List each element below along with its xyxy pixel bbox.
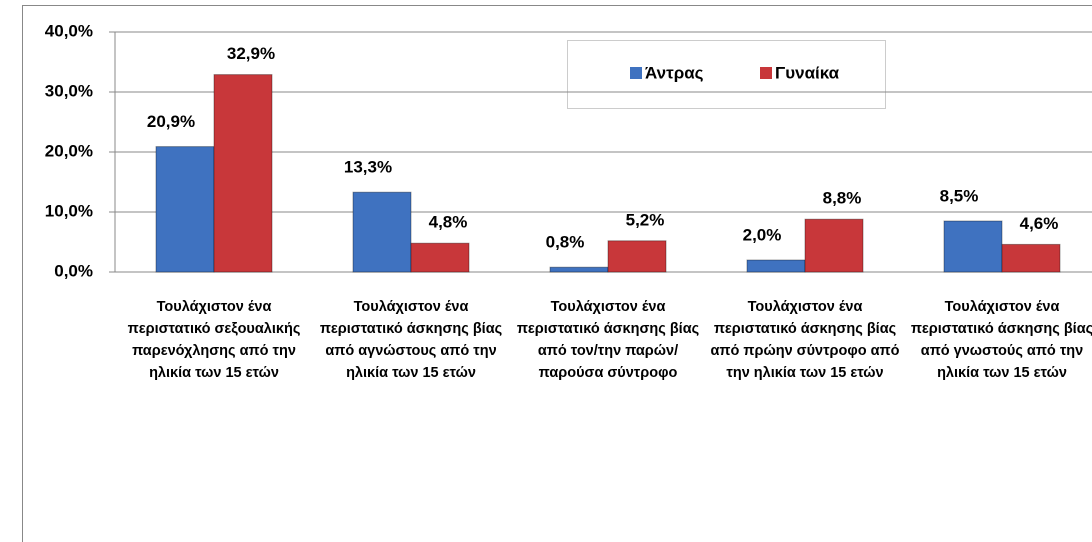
bar <box>1001 243 1061 273</box>
chart-frame <box>22 5 1092 542</box>
x-tick-label: Τουλάχιστον ένα περιστατικό σεξουαλικής … <box>127 299 301 381</box>
y-tick-label: 30,0% <box>45 81 93 100</box>
bar <box>804 218 864 273</box>
bar <box>943 220 1003 273</box>
x-tick-label: Τουλάχιστον ένα περιστατικό άσκησης βίας… <box>910 299 1092 381</box>
bar <box>410 242 470 273</box>
legend-label: Άντρας <box>645 63 704 82</box>
y-tick-label: 10,0% <box>45 201 93 220</box>
y-tick-label: 40,0% <box>45 21 93 40</box>
y-tick-label: 20,0% <box>45 141 93 160</box>
data-label: 2,0% <box>743 225 782 244</box>
legend-swatch <box>630 67 642 79</box>
data-label: 32,9% <box>227 44 275 63</box>
data-label: 4,6% <box>1020 214 1059 233</box>
data-label: 5,2% <box>626 210 665 229</box>
data-label: 8,5% <box>940 186 979 205</box>
y-tick-label: 0,0% <box>54 261 93 280</box>
bar <box>607 240 667 273</box>
x-tick-label: Τουλάχιστον ένα περιστατικό άσκησης βίας… <box>710 299 900 381</box>
bar <box>549 266 609 273</box>
bar <box>213 74 273 273</box>
data-label: 13,3% <box>344 158 392 177</box>
legend-swatch <box>760 67 772 79</box>
data-label: 8,8% <box>823 189 862 208</box>
data-label: 0,8% <box>546 233 585 252</box>
data-label: 4,8% <box>429 213 468 232</box>
legend-label: Γυναίκα <box>775 63 840 82</box>
bar <box>746 259 806 273</box>
bar <box>352 191 412 273</box>
x-tick-label: Τουλάχιστον ένα περιστατικό άσκησης βίας… <box>516 299 700 381</box>
bar <box>155 146 215 273</box>
data-label: 20,9% <box>147 112 195 131</box>
x-tick-label: Τουλάχιστον ένα περιστατικό άσκησης βίας… <box>319 299 503 381</box>
legend-box <box>567 40 886 109</box>
